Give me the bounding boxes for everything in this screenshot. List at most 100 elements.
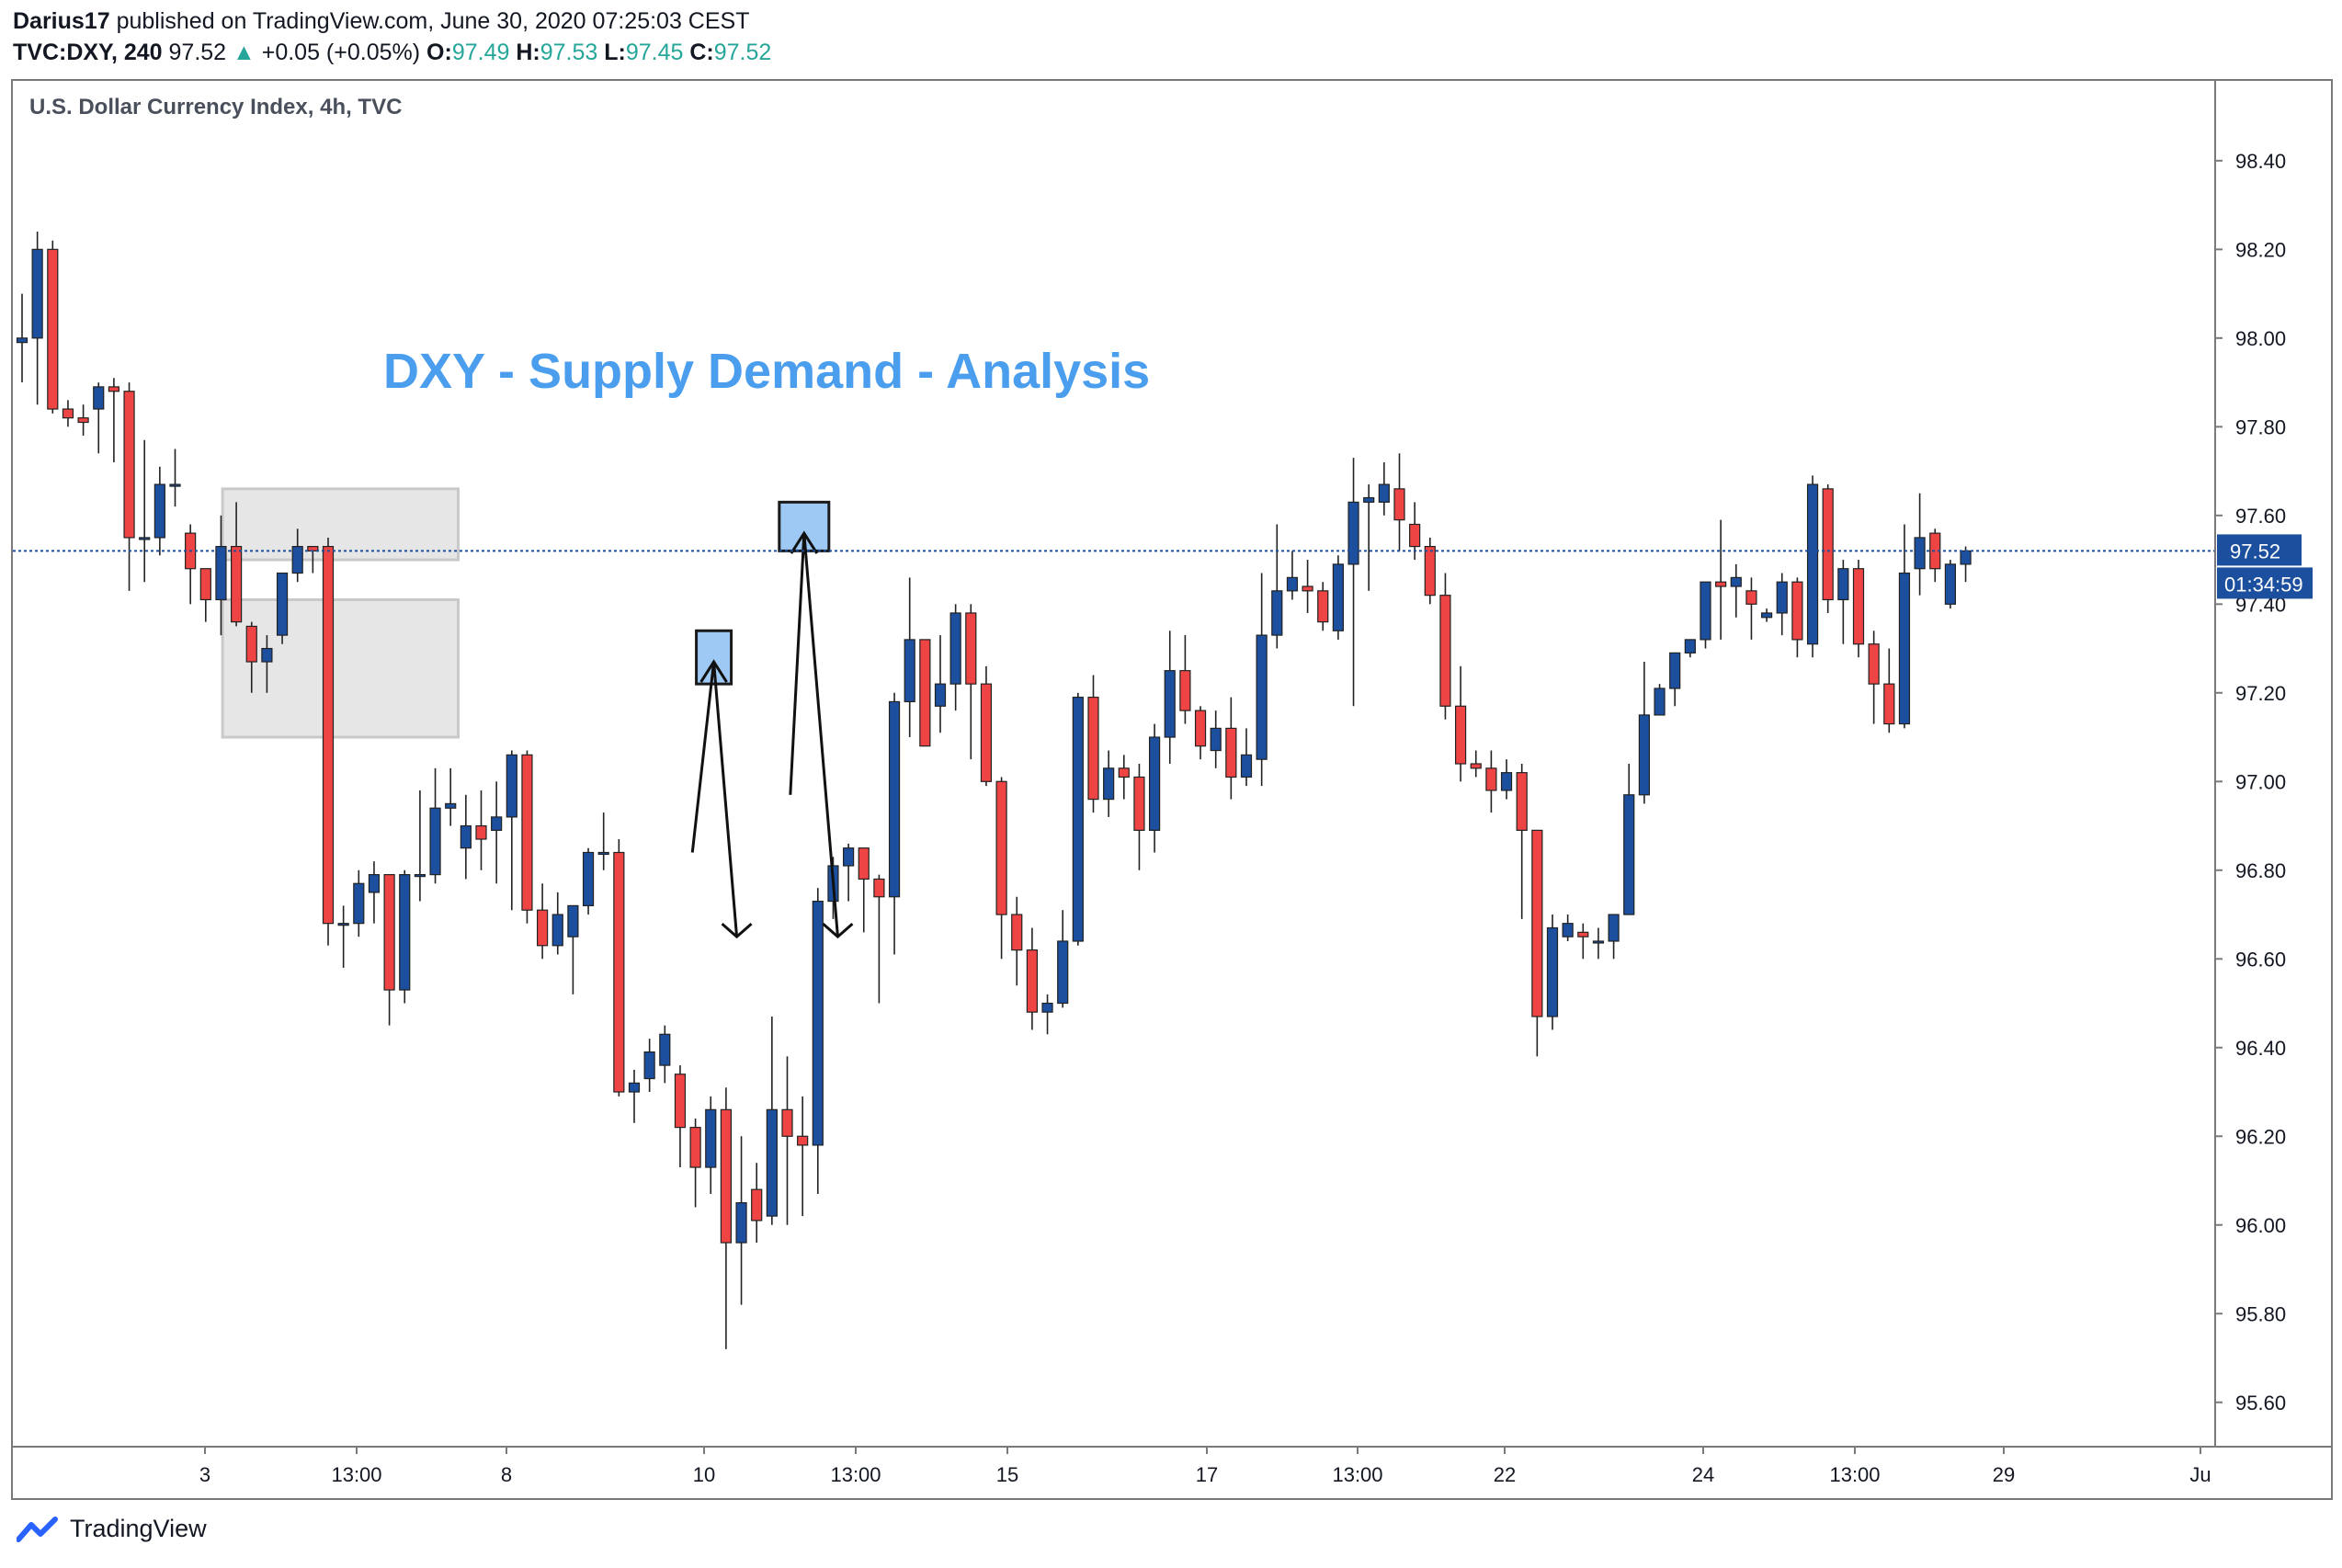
candle-62 xyxy=(949,604,961,711)
candle-127 xyxy=(1944,560,1956,609)
candle-body xyxy=(1118,767,1130,778)
candles xyxy=(16,232,1972,1349)
candle-15 xyxy=(231,502,243,627)
candle-49 xyxy=(751,1163,763,1244)
time-tick-label: 29 xyxy=(1993,1463,2015,1486)
candle-body xyxy=(276,572,289,636)
tradingview-logo-icon[interactable] xyxy=(17,1516,59,1543)
candle-body xyxy=(506,754,517,818)
tradingview-brand[interactable]: TradingView xyxy=(70,1515,207,1542)
candle-body xyxy=(215,545,227,601)
candle-68 xyxy=(1041,994,1053,1035)
candle-body xyxy=(965,612,977,685)
candle-body xyxy=(1577,931,1589,937)
candle-body xyxy=(123,391,135,539)
candle-body xyxy=(873,878,885,898)
candle-80 xyxy=(1225,697,1237,800)
time-tick-label: 13:00 xyxy=(331,1463,381,1486)
candle-body xyxy=(781,1108,793,1137)
candle-103 xyxy=(1577,923,1589,960)
candle-34 xyxy=(521,750,533,924)
candle-3 xyxy=(47,240,59,414)
candle-body xyxy=(445,802,457,809)
candle-24 xyxy=(368,861,381,924)
chart-frame[interactable]: 98.40 98.20 98.00 97.80 97.60 97.40 97.20 97.00… xyxy=(11,79,2333,1500)
candle-52 xyxy=(797,1096,809,1217)
candle-body xyxy=(888,700,901,898)
candle-51 xyxy=(781,1056,793,1225)
candle-body xyxy=(429,807,441,876)
candle-8 xyxy=(123,382,135,591)
candle-14 xyxy=(215,515,227,636)
analysis-annotation: DXY - Supply Demand - Analysis xyxy=(383,344,1150,399)
arrow-end-icon xyxy=(822,923,854,939)
candle-body xyxy=(77,417,89,424)
candle-body xyxy=(1256,634,1268,760)
candle-body xyxy=(705,1108,717,1168)
candle-75 xyxy=(1148,723,1161,853)
candle-58 xyxy=(888,692,901,955)
price-tick-label: 96.40 xyxy=(2235,1037,2286,1060)
candle-body xyxy=(1531,829,1543,1017)
candle-23 xyxy=(353,869,365,937)
candle-body xyxy=(1332,563,1345,631)
candle-36 xyxy=(551,892,563,955)
time-tick-label: 10 xyxy=(693,1463,715,1486)
candle-71 xyxy=(1087,675,1099,813)
trade-path-1 xyxy=(690,629,753,939)
candlestick-chart[interactable]: 98.4098.2098.0097.8097.6097.4097.2097.00… xyxy=(13,81,2331,1498)
candle-body xyxy=(1103,767,1115,801)
candle-body xyxy=(735,1202,747,1244)
candle-1 xyxy=(16,293,28,383)
candle-105 xyxy=(1608,914,1620,960)
candle-body xyxy=(1500,772,1513,791)
position-marker xyxy=(778,500,831,552)
candle-body xyxy=(919,639,931,747)
candle-body xyxy=(1240,754,1253,778)
candle-body xyxy=(1470,763,1482,769)
candle-83 xyxy=(1271,524,1283,649)
time-tick-label: 24 xyxy=(1692,1463,1714,1486)
candle-7 xyxy=(108,378,120,462)
candle-body xyxy=(674,1074,687,1129)
candle-body xyxy=(1883,683,1895,725)
candle-body xyxy=(475,824,487,840)
high-label: H: xyxy=(516,40,540,65)
close-label: C: xyxy=(689,40,714,65)
candle-88 xyxy=(1347,458,1359,707)
price-tick-label: 96.80 xyxy=(2235,859,2286,882)
price-axis[interactable]: 98.4098.2098.0097.8097.6097.4097.2097.00… xyxy=(2215,150,2286,1415)
candle-body xyxy=(1944,563,1956,605)
candle-70 xyxy=(1072,692,1084,946)
candle-body xyxy=(551,914,563,947)
candle-body xyxy=(1133,776,1145,831)
candle-body xyxy=(1669,652,1681,689)
candle-body xyxy=(460,824,472,849)
candle-31 xyxy=(475,790,487,870)
candle-body xyxy=(1960,550,1972,565)
price-tick-label: 96.00 xyxy=(2235,1214,2286,1237)
candle-94 xyxy=(1439,573,1451,720)
candle-26 xyxy=(399,869,411,1004)
price-tick-label: 96.20 xyxy=(2235,1125,2286,1148)
time-axis[interactable]: 3 13:00 8 10 13:00 15 17 13:00 22 24 13:00 29 Ju xyxy=(199,1447,2211,1486)
candle-90 xyxy=(1378,461,1390,516)
candle-64 xyxy=(980,665,993,787)
candle-87 xyxy=(1332,555,1345,640)
candle-117 xyxy=(1791,577,1803,658)
candle-body xyxy=(659,1033,671,1066)
candle-82 xyxy=(1256,573,1268,787)
candle-5 xyxy=(77,404,89,436)
close-value: 97.52 xyxy=(713,40,772,65)
time-tick-label: 8 xyxy=(501,1463,512,1486)
candle-107 xyxy=(1638,662,1651,804)
time-tick-label: 13:00 xyxy=(1829,1463,1880,1486)
candle-body xyxy=(491,816,503,831)
price-tags: 97.52 01:34:59 xyxy=(2217,534,2313,599)
candle-body xyxy=(337,923,349,926)
candle-61 xyxy=(934,635,947,733)
candle-9 xyxy=(139,439,151,583)
publisher-name[interactable]: Darius17 xyxy=(13,8,110,34)
candle-body xyxy=(720,1108,733,1244)
candle-6 xyxy=(93,382,105,454)
